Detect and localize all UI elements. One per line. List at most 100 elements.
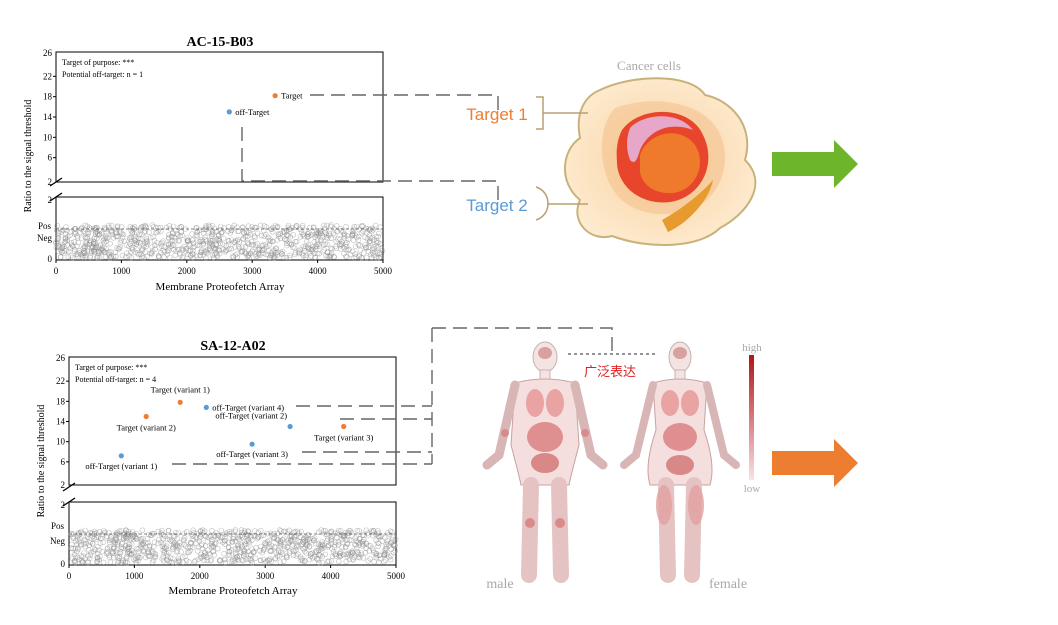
- noise-point: [300, 545, 306, 552]
- noise-point: [72, 558, 78, 564]
- noise-point: [316, 529, 322, 535]
- noise-point: [329, 546, 335, 552]
- noise-point: [216, 248, 222, 254]
- noise-point: [378, 245, 384, 252]
- noise-point: [277, 542, 284, 549]
- noise-point: [285, 224, 291, 231]
- noise-point: [284, 228, 290, 234]
- x-tick-label: 4000: [309, 266, 328, 276]
- noise-point: [164, 556, 170, 563]
- noise-point: [337, 531, 344, 538]
- noise-point: [284, 529, 291, 535]
- noise-point: [123, 527, 129, 533]
- point-label: off-Target (variant 2): [215, 411, 287, 421]
- noise-point: [240, 236, 246, 243]
- connector-lines: [172, 94, 613, 465]
- noise-point: [129, 225, 135, 232]
- noise-point: [158, 228, 164, 235]
- noise-point: [252, 224, 258, 231]
- noise-point: [242, 549, 248, 555]
- noise-point: [211, 552, 217, 558]
- noise-point: [207, 557, 214, 564]
- noise-point: [324, 241, 330, 248]
- noise-point: [354, 527, 361, 534]
- connector-variants-broad: [432, 327, 613, 353]
- noise-point: [333, 238, 339, 245]
- noise-point: [180, 536, 187, 543]
- noise-point: [216, 236, 223, 242]
- noise-point: [345, 529, 351, 536]
- noise-point: [167, 254, 173, 261]
- noise-point: [66, 248, 72, 255]
- noise-point: [268, 530, 274, 536]
- noise-point: [248, 552, 254, 559]
- noise-point: [389, 534, 396, 540]
- noise-point: [154, 229, 160, 236]
- noise-point: [205, 534, 211, 541]
- noise-point: [375, 530, 382, 536]
- noise-point: [352, 535, 358, 541]
- noise-point: [377, 224, 384, 230]
- noise-point: [180, 554, 186, 560]
- noise-point: [161, 558, 167, 564]
- noise-point: [332, 530, 338, 536]
- male-label: male: [486, 577, 513, 592]
- noise-point: [375, 543, 381, 549]
- noise-point: [225, 238, 232, 244]
- noise-point: [116, 534, 123, 541]
- noise-point: [304, 239, 310, 245]
- noise-point: [280, 551, 286, 557]
- noise-point: [147, 532, 154, 539]
- noise-point: [143, 243, 150, 250]
- noise-point: [198, 555, 204, 561]
- noise-point: [129, 529, 136, 535]
- noise-point: [300, 231, 307, 237]
- y-tick-label: 22: [56, 376, 65, 386]
- noise-point: [82, 252, 89, 259]
- noise-point: [254, 230, 261, 237]
- noise-point: [298, 229, 305, 235]
- noise-point: [210, 229, 216, 235]
- noise-point: [78, 557, 85, 564]
- noise-point: [287, 254, 293, 261]
- noise-point: [196, 535, 203, 541]
- noise-point: [183, 557, 190, 564]
- noise-point: [245, 223, 252, 229]
- box-line-2: R&D策略: [908, 465, 1002, 490]
- noise-point: [230, 556, 236, 563]
- noise-point: [95, 534, 102, 540]
- noise-point: [97, 540, 104, 547]
- noise-point: [123, 254, 129, 260]
- noise-point: [215, 545, 221, 552]
- x-tick-label: 0: [54, 266, 59, 276]
- noise-point: [299, 251, 305, 257]
- noise-point: [135, 250, 141, 256]
- noise-point: [192, 534, 199, 540]
- noise-point: [55, 230, 61, 236]
- noise-point: [114, 554, 121, 560]
- noise-point: [170, 544, 176, 551]
- noise-point: [197, 531, 204, 538]
- x-axis-label: Membrane Proteofetch Array: [169, 585, 298, 597]
- noise-point: [266, 237, 272, 244]
- y-axis-label: Ratio to the signal threshold: [23, 100, 34, 213]
- noise-point: [80, 559, 86, 565]
- noise-point: [261, 246, 267, 252]
- noise-point: [190, 527, 196, 533]
- off-target-point: [203, 404, 209, 410]
- noise-point: [182, 535, 188, 541]
- connector-target-1: [310, 94, 499, 113]
- noise-point: [121, 238, 128, 245]
- noise-point: [286, 527, 292, 533]
- noise-point: [270, 238, 276, 245]
- noise-point: [89, 540, 96, 547]
- noise-point: [203, 255, 209, 261]
- noise-point: [245, 528, 251, 534]
- noise-point: [120, 545, 127, 552]
- target-point: [341, 423, 347, 430]
- noise-point: [343, 544, 349, 550]
- noise-point: [265, 234, 271, 241]
- noise-point: [180, 559, 186, 565]
- noise-point: [284, 554, 290, 560]
- noise-point: [150, 234, 156, 240]
